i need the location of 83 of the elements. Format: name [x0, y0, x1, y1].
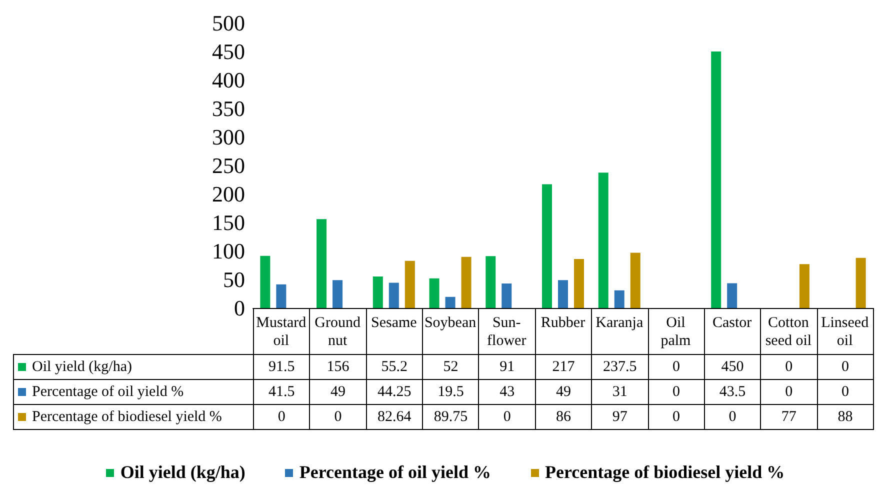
data-label: 0: [648, 354, 704, 380]
bar: [542, 184, 552, 308]
y-tick-label: 200: [212, 182, 245, 206]
data-label: 0: [704, 404, 761, 430]
x-tick-label: Castor: [712, 315, 752, 331]
x-tick-label: Linseed oil: [821, 315, 870, 349]
text: Percentage of biodiesel yield %: [32, 408, 222, 424]
bar: [558, 280, 568, 308]
data-label: 44.25: [366, 380, 423, 404]
data-label: 43: [478, 380, 536, 404]
data-label: 0: [760, 354, 818, 380]
y-tick-label: 450: [212, 39, 245, 64]
data-label: 31: [592, 380, 648, 404]
y-tick-label: 350: [212, 96, 245, 121]
data-label: 91: [478, 354, 536, 380]
x-tick-label: Soybean: [424, 315, 477, 331]
data-label: 237.5: [592, 354, 648, 380]
data-label: 52: [422, 354, 479, 380]
y-tick-label: 250: [212, 153, 245, 178]
data-label: 450: [704, 354, 761, 380]
data-label: 97: [592, 404, 648, 430]
bar: [630, 252, 640, 308]
data-label: 0: [760, 380, 818, 404]
data-label: 86: [535, 404, 592, 430]
x-tick-label: Rubber: [540, 315, 586, 331]
bar: [260, 256, 270, 308]
y-tick-label: 100: [212, 238, 245, 264]
data-label: 49: [535, 380, 592, 404]
data-label: 156: [310, 354, 366, 380]
bar: [799, 264, 810, 308]
data-label: 82.64: [366, 404, 423, 430]
bar: [574, 258, 584, 308]
y-tick-label: 50: [223, 267, 245, 292]
bar: [276, 284, 286, 308]
x-tick-label: Sesame: [370, 315, 418, 331]
data-label: 0: [254, 404, 310, 430]
data-label: 43.5: [704, 380, 761, 404]
data-label: 0: [817, 380, 874, 404]
x-tick-label: Cotton seed oil: [765, 315, 812, 349]
y-tick-label: 300: [212, 124, 245, 150]
bar: [332, 280, 343, 308]
bar: [316, 219, 327, 308]
x-tick-label: Sun- flower: [487, 315, 526, 349]
data-label: 91.5: [254, 354, 310, 380]
bar: [614, 290, 624, 308]
data-label: 19.5: [422, 380, 479, 404]
y-tick-label: 0: [234, 296, 245, 320]
bar: [598, 172, 608, 308]
data-label: 49: [310, 380, 366, 404]
x-tick-label: Ground nut: [314, 315, 361, 349]
bar: [445, 296, 456, 308]
text: Oil yield (kg/ha): [120, 462, 246, 482]
data-label: 41.5: [254, 380, 310, 404]
data-label: 88: [817, 404, 874, 430]
data-label: 0: [478, 404, 536, 430]
text: Percentage of oil yield %: [299, 462, 491, 482]
bar: [856, 258, 866, 308]
data-label: 0: [817, 354, 874, 380]
bar: [429, 278, 440, 308]
data-label: 217: [535, 354, 592, 380]
bar: [372, 276, 383, 308]
data-label: 0: [310, 404, 366, 430]
data-label: 55.2: [366, 354, 423, 380]
legend-label: Percentage of biodiesel yield %: [545, 462, 785, 483]
bar: [486, 256, 496, 308]
bar: [711, 52, 722, 308]
bar: [502, 283, 512, 308]
bar: [404, 260, 415, 308]
bar: [727, 283, 738, 308]
legend-label: Percentage of oil yield %: [32, 384, 184, 400]
data-label: 0: [648, 404, 704, 430]
bar: [461, 256, 472, 308]
data-label: 0: [648, 380, 704, 404]
legend-label: Oil yield (kg/ha): [32, 358, 132, 374]
y-tick-label: 150: [212, 210, 245, 235]
x-tick-label: Oil palm: [660, 315, 692, 349]
data-label: 89.75: [422, 404, 479, 430]
x-tick-label: Karanja: [596, 315, 644, 331]
y-tick-label: 400: [212, 68, 245, 92]
bar: [388, 282, 399, 308]
y-tick-label: 500: [212, 10, 245, 36]
data-label: 77: [760, 404, 818, 430]
x-tick-label: Mustard oil: [256, 315, 307, 349]
